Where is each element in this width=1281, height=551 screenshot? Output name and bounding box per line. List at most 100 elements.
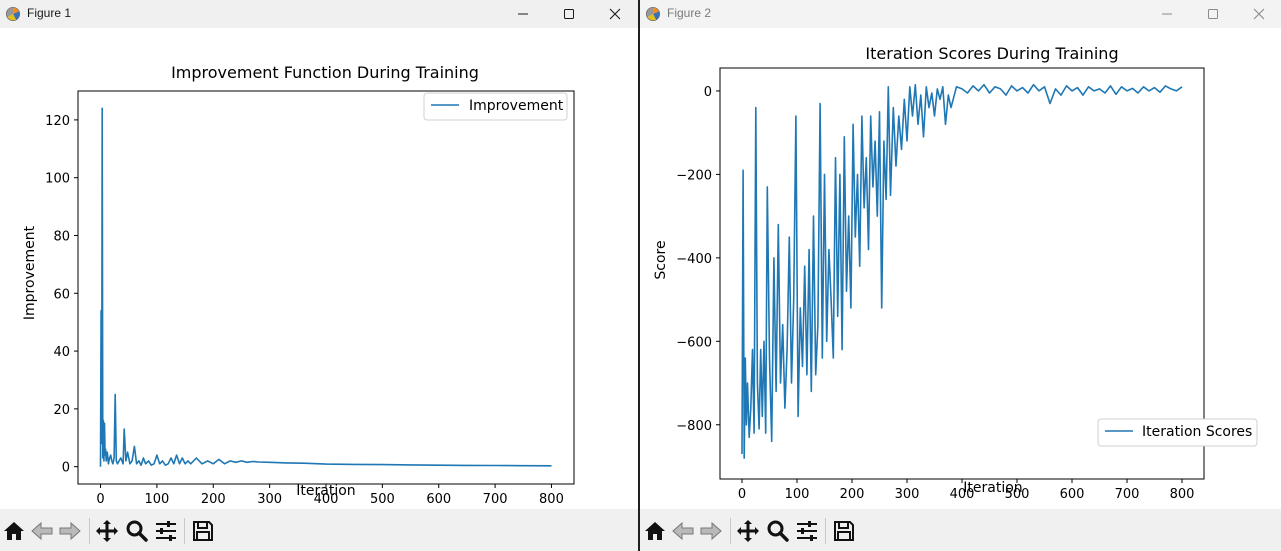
matplotlib-icon [646,7,660,21]
zoom-button[interactable] [124,518,150,544]
x-tick-label: 300 [257,492,282,507]
save-button[interactable] [831,518,857,544]
figure-2-window: Figure 2 Iteration Scores During Trainin… [640,0,1281,551]
iteration-scores-chart: Iteration Scores During Training 0 100 200… [653,44,1258,502]
close-icon [1253,8,1265,20]
legend-box [423,92,568,121]
legend-label: Iteration Scores [1142,424,1252,440]
x-axis-label: Iteration [963,480,1022,496]
figure-canvas[interactable]: Iteration Scores During Training 0 100 200… [640,28,1281,509]
zoom-icon [126,520,148,542]
maximize-button[interactable] [546,0,592,28]
y-tick-label: −200 [676,168,712,183]
x-tick-label: 200 [201,492,226,507]
x-tick-label: 400 [950,487,975,502]
window-title: Figure 1 [27,6,72,20]
toolbar-separator [730,518,731,544]
back-button[interactable] [29,518,55,544]
configure-subplots-button[interactable] [794,518,820,544]
title-bar[interactable]: Figure 1 [0,0,638,28]
toolbar-separator [184,518,185,544]
y-tick-label: −600 [676,335,712,350]
home-button[interactable] [1,518,27,544]
home-icon [4,522,24,540]
x-tick-label: 800 [1170,487,1195,502]
close-button[interactable] [592,0,638,28]
iteration-scores-line [741,83,1183,459]
back-button[interactable] [670,518,696,544]
x-axis-label: Iteration [296,483,355,499]
configure-subplots-icon [156,521,176,541]
maximize-button[interactable] [1190,0,1236,28]
y-axis-label: Improvement [22,225,38,320]
maximize-icon [564,9,574,19]
y-tick-label: 0 [704,85,712,100]
close-button[interactable] [1236,0,1281,28]
minimize-icon [518,13,528,15]
legend-box [1097,418,1258,447]
minimize-button[interactable] [1144,0,1190,28]
pan-icon [737,520,759,542]
y-tick-label: 60 [53,287,70,302]
home-icon [645,522,665,540]
y-tick-label: 20 [53,403,70,418]
maximize-icon [1208,9,1218,19]
save-button[interactable] [190,518,216,544]
y-tick-label: 120 [45,114,70,129]
forward-arrow-icon [59,521,81,541]
zoom-icon [767,520,789,542]
back-arrow-icon [672,521,694,541]
x-tick-label: 100 [144,492,169,507]
y-axis-label: Score [653,240,669,279]
pan-icon [96,520,118,542]
legend: Improvement [423,92,568,121]
x-tick-label: 400 [314,492,339,507]
x-tick-label: 200 [840,487,865,502]
y-tick-label: 40 [53,345,70,360]
minimize-button[interactable] [500,0,546,28]
legend-label: Improvement [469,98,564,114]
save-icon [193,521,213,541]
chart-title: Improvement Function During Training [171,63,479,82]
y-tick-label: 80 [53,229,70,244]
y-tick-label: −400 [676,252,712,267]
navigation-toolbar [640,509,1281,551]
zoom-button[interactable] [765,518,791,544]
forward-button[interactable] [57,518,83,544]
configure-subplots-icon [797,521,817,541]
x-tick-label: 600 [426,492,451,507]
navigation-toolbar [0,509,638,551]
x-tick-label: 800 [539,492,564,507]
plot-area [77,90,575,485]
home-button[interactable] [642,518,668,544]
title-bar[interactable]: Figure 2 [640,0,1281,28]
window-title: Figure 2 [667,6,712,20]
toolbar-separator [89,518,90,544]
configure-subplots-button[interactable] [153,518,179,544]
legend: Iteration Scores [1097,418,1258,447]
x-tick-label: 500 [1005,487,1030,502]
improvement-line [99,107,552,467]
x-tick-label: 300 [895,487,920,502]
plot-area [719,67,1205,480]
x-tick-label: 100 [785,487,810,502]
x-tick-label: 500 [370,492,395,507]
x-tick-label: 600 [1060,487,1085,502]
figure-canvas[interactable]: Improvement Function During Training 0 10… [0,28,638,509]
x-tick-label: 0 [96,492,104,507]
pan-button[interactable] [94,518,120,544]
chart-title: Iteration Scores During Training [865,44,1118,63]
save-icon [834,521,854,541]
toolbar-separator [825,518,826,544]
matplotlib-icon [6,7,20,21]
y-tick-label: 0 [62,461,70,476]
x-tick-label: 700 [483,492,508,507]
improvement-chart: Improvement Function During Training 0 10… [22,63,575,507]
forward-button[interactable] [698,518,724,544]
y-tick-label: −800 [676,419,712,434]
x-tick-label: 700 [1115,487,1140,502]
close-icon [609,8,621,20]
x-tick-label: 0 [738,487,746,502]
forward-arrow-icon [700,521,722,541]
pan-button[interactable] [735,518,761,544]
